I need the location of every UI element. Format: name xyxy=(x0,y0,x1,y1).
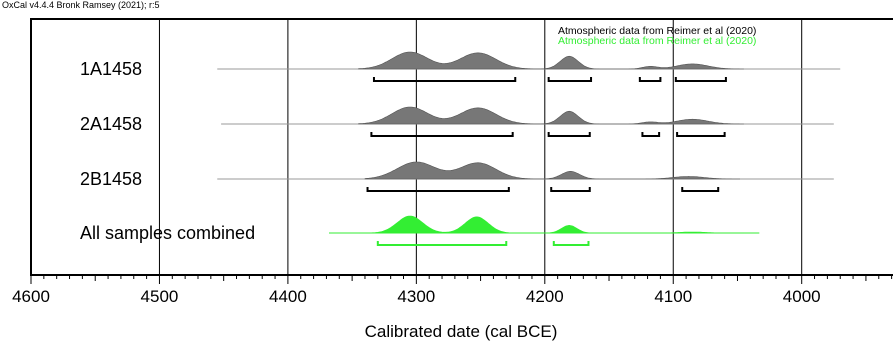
series-0-range-0 xyxy=(372,77,517,82)
series-density-2 xyxy=(364,161,740,180)
series-0-range-1 xyxy=(547,77,593,82)
series-2: 2B1458 xyxy=(80,161,834,192)
series-label-1: 2A1458 xyxy=(80,114,142,134)
series-3-range-1 xyxy=(552,241,590,246)
series-density-1 xyxy=(358,106,744,125)
series-2-range-1 xyxy=(550,187,591,192)
x-tick-label-4100: 4100 xyxy=(654,287,692,306)
series-density-3 xyxy=(358,215,744,234)
series-2-range-2 xyxy=(681,187,720,192)
series-label-0: 1A1458 xyxy=(80,59,142,79)
series-0: 1A1458 xyxy=(80,51,841,82)
series-2-range-0 xyxy=(366,187,510,192)
series-label-3: All samples combined xyxy=(80,223,255,243)
series-1-range-3 xyxy=(676,132,726,137)
legend-entry-1: Atmospheric data from Reimer et al (2020… xyxy=(558,35,756,47)
series-0-range-2 xyxy=(638,77,662,82)
x-tick-label-4300: 4300 xyxy=(397,287,435,306)
series-layer: 1A1458 2A1458 2B1458 All samples combined xyxy=(80,51,841,246)
series-label-2: 2B1458 xyxy=(80,169,142,189)
series-1-range-2 xyxy=(641,132,661,137)
x-tick-label-4000: 4000 xyxy=(783,287,821,306)
software-credit: OxCal v4.4.4 Bronk Ramsey (2021); r:5 xyxy=(2,0,160,10)
series-3-range-0 xyxy=(376,241,508,246)
x-tick-label-4400: 4400 xyxy=(269,287,307,306)
plot-frame xyxy=(30,18,893,276)
series-1-range-1 xyxy=(547,132,591,137)
x-tick-label-4200: 4200 xyxy=(526,287,564,306)
series-1: 2A1458 xyxy=(80,106,834,137)
x-tick-label-4600: 4600 xyxy=(12,287,50,306)
series-0-range-3 xyxy=(674,77,727,82)
x-tick-label-4500: 4500 xyxy=(141,287,179,306)
series-3: All samples combined xyxy=(80,215,760,246)
legend: Atmospheric data from Reimer et al (2020… xyxy=(558,25,756,47)
legend-entry-0: Atmospheric data from Reimer et al (2020… xyxy=(558,25,756,37)
x-axis: 4600 4500 4400 4300 4200 4100 4000 xyxy=(12,274,893,306)
series-1-range-0 xyxy=(370,132,514,137)
series-density-0 xyxy=(358,51,744,70)
x-axis-label: Calibrated date (cal BCE) xyxy=(365,322,558,341)
